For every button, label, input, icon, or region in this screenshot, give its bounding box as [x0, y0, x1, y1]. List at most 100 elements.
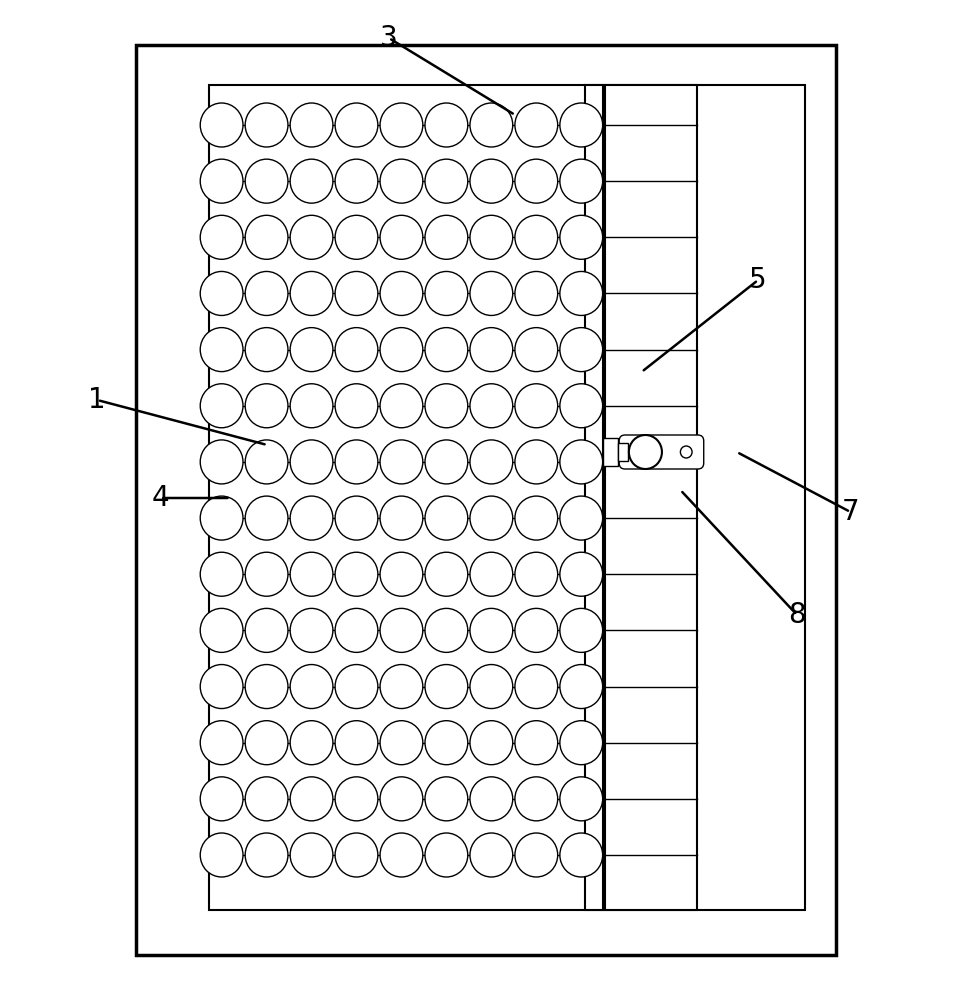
Ellipse shape [291, 552, 332, 596]
Ellipse shape [245, 552, 288, 596]
Ellipse shape [245, 103, 288, 147]
Ellipse shape [335, 777, 378, 821]
Ellipse shape [469, 271, 513, 315]
FancyBboxPatch shape [619, 435, 704, 469]
Ellipse shape [380, 159, 423, 203]
Ellipse shape [335, 721, 378, 765]
Ellipse shape [245, 328, 288, 372]
Ellipse shape [200, 215, 243, 259]
Ellipse shape [245, 665, 288, 709]
Ellipse shape [560, 159, 603, 203]
Ellipse shape [291, 777, 332, 821]
Ellipse shape [380, 103, 423, 147]
Ellipse shape [425, 608, 468, 652]
Ellipse shape [245, 215, 288, 259]
Ellipse shape [335, 215, 378, 259]
Ellipse shape [200, 328, 243, 372]
Ellipse shape [200, 721, 243, 765]
Ellipse shape [515, 777, 558, 821]
Ellipse shape [335, 440, 378, 484]
Ellipse shape [469, 215, 513, 259]
Ellipse shape [425, 103, 468, 147]
Ellipse shape [469, 721, 513, 765]
Ellipse shape [425, 665, 468, 709]
Ellipse shape [380, 833, 423, 877]
Ellipse shape [291, 440, 332, 484]
Ellipse shape [380, 608, 423, 652]
Ellipse shape [469, 384, 513, 428]
Ellipse shape [291, 496, 332, 540]
Ellipse shape [469, 440, 513, 484]
Bar [585, 85, 603, 910]
Ellipse shape [515, 328, 558, 372]
Ellipse shape [291, 721, 332, 765]
Ellipse shape [515, 215, 558, 259]
Ellipse shape [380, 271, 423, 315]
Ellipse shape [245, 777, 288, 821]
Ellipse shape [200, 159, 243, 203]
Ellipse shape [335, 496, 378, 540]
Ellipse shape [515, 384, 558, 428]
Ellipse shape [335, 103, 378, 147]
Ellipse shape [515, 271, 558, 315]
Ellipse shape [560, 721, 603, 765]
Ellipse shape [469, 665, 513, 709]
Ellipse shape [515, 159, 558, 203]
Ellipse shape [291, 665, 332, 709]
Ellipse shape [629, 435, 662, 469]
Ellipse shape [200, 665, 243, 709]
Ellipse shape [245, 271, 288, 315]
Ellipse shape [425, 440, 468, 484]
Ellipse shape [245, 440, 288, 484]
Ellipse shape [425, 833, 468, 877]
Ellipse shape [560, 665, 603, 709]
Ellipse shape [469, 328, 513, 372]
Ellipse shape [560, 552, 603, 596]
Ellipse shape [380, 215, 423, 259]
Ellipse shape [560, 215, 603, 259]
Ellipse shape [200, 608, 243, 652]
Ellipse shape [380, 328, 423, 372]
Ellipse shape [560, 103, 603, 147]
Ellipse shape [245, 608, 288, 652]
Ellipse shape [245, 496, 288, 540]
Bar [209, 85, 805, 910]
Ellipse shape [200, 833, 243, 877]
Ellipse shape [515, 608, 558, 652]
Ellipse shape [469, 103, 513, 147]
Ellipse shape [245, 384, 288, 428]
Ellipse shape [291, 328, 332, 372]
Ellipse shape [380, 721, 423, 765]
Ellipse shape [200, 103, 243, 147]
Ellipse shape [335, 665, 378, 709]
Ellipse shape [515, 552, 558, 596]
Ellipse shape [380, 777, 423, 821]
Ellipse shape [291, 215, 332, 259]
Ellipse shape [200, 777, 243, 821]
Ellipse shape [245, 721, 288, 765]
Ellipse shape [515, 721, 558, 765]
Ellipse shape [245, 159, 288, 203]
Ellipse shape [335, 328, 378, 372]
Ellipse shape [291, 384, 332, 428]
Ellipse shape [515, 440, 558, 484]
Ellipse shape [335, 159, 378, 203]
Ellipse shape [560, 328, 603, 372]
Text: 8: 8 [788, 601, 806, 629]
Bar [136, 45, 836, 955]
Ellipse shape [515, 833, 558, 877]
Ellipse shape [291, 103, 332, 147]
Ellipse shape [515, 103, 558, 147]
Ellipse shape [469, 552, 513, 596]
Ellipse shape [515, 496, 558, 540]
Ellipse shape [469, 777, 513, 821]
Ellipse shape [335, 833, 378, 877]
Ellipse shape [425, 721, 468, 765]
Ellipse shape [200, 384, 243, 428]
Ellipse shape [560, 496, 603, 540]
Ellipse shape [560, 384, 603, 428]
Ellipse shape [560, 833, 603, 877]
Ellipse shape [425, 328, 468, 372]
Ellipse shape [200, 552, 243, 596]
Ellipse shape [380, 665, 423, 709]
